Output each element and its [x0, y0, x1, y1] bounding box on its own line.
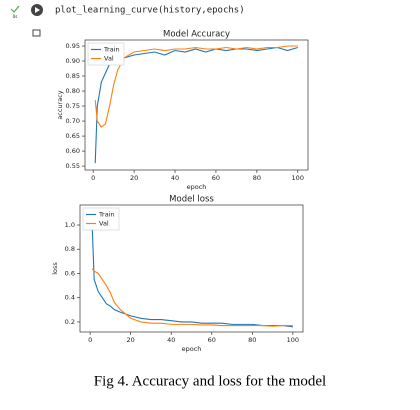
play-icon [35, 7, 40, 13]
y-tick-label: 0.60 [66, 147, 80, 155]
legend-label: Val [99, 220, 109, 228]
chart-title: Model Accuracy [163, 30, 230, 40]
x-tick-label: 40 [167, 336, 175, 344]
series-line [91, 268, 293, 327]
y-tick-label: 0.55 [66, 162, 80, 170]
x-tick-label: 60 [212, 174, 220, 182]
x-tick-label: 100 [292, 174, 304, 182]
y-axis-label: loss [51, 262, 59, 275]
output-icon [32, 29, 41, 37]
done-check [10, 5, 20, 13]
series-line [91, 224, 293, 328]
x-tick-label: 100 [287, 336, 299, 344]
caption: Fig 4. Accuracy and loss for the model [94, 373, 326, 389]
legend-label: Train [98, 211, 115, 219]
y-tick-label: 1.0 [65, 221, 75, 229]
y-tick-label: 0.2 [65, 318, 75, 326]
x-axis-label: epoch [187, 183, 207, 191]
y-tick-label: 0.6 [65, 269, 75, 277]
x-tick-label: 60 [208, 336, 216, 344]
y-tick-label: 0.85 [66, 72, 80, 80]
y-axis-label: accuracy [56, 90, 64, 119]
legend-label: Val [104, 55, 114, 63]
x-tick-label: 20 [130, 174, 138, 182]
y-tick-label: 0.75 [66, 102, 80, 110]
x-tick-label: 20 [127, 336, 135, 344]
y-tick-label: 0.80 [66, 87, 80, 95]
y-tick-label: 0.70 [66, 117, 80, 125]
legend-box [87, 42, 125, 66]
y-tick-label: 0.90 [66, 57, 80, 65]
x-tick-label: 0 [91, 174, 95, 182]
chart-title: Model loss [169, 195, 214, 205]
run-time: 0s [13, 14, 18, 19]
y-tick-label: 0.4 [65, 294, 75, 302]
legend-label: Train [103, 46, 120, 54]
x-axis-label: epoch [182, 345, 202, 353]
x-tick-label: 80 [248, 336, 256, 344]
y-tick-label: 0.95 [66, 42, 80, 50]
legend-box [82, 207, 120, 231]
x-tick-label: 40 [171, 174, 179, 182]
series-line [94, 45, 298, 128]
code-line: plot_learning_curve(history,epochs) [55, 6, 245, 16]
x-tick-label: 0 [88, 336, 92, 344]
x-tick-label: 80 [253, 174, 261, 182]
y-tick-label: 0.8 [65, 245, 75, 253]
y-tick-label: 0.65 [66, 132, 80, 140]
